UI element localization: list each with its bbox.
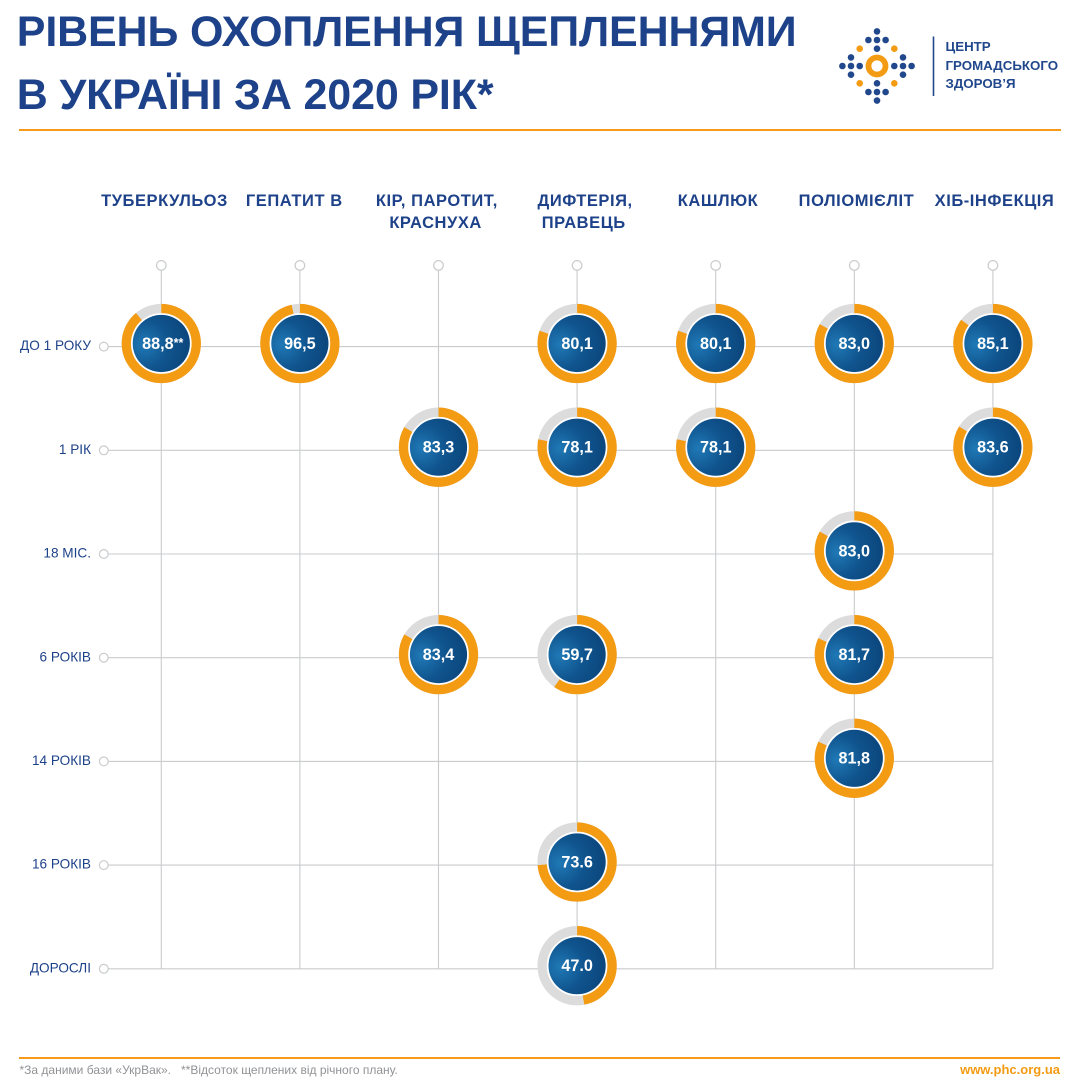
svg-text:ДИФТЕРІЯ,: ДИФТЕРІЯ, (538, 192, 633, 210)
svg-text:КРАСНУХА: КРАСНУХА (389, 214, 482, 232)
svg-text:83,0: 83,0 (839, 335, 871, 353)
svg-text:ТУБЕРКУЛЬОЗ: ТУБЕРКУЛЬОЗ (101, 192, 228, 210)
svg-text:73.6: 73.6 (561, 853, 593, 871)
svg-text:81,7: 81,7 (839, 646, 871, 664)
svg-text:ДОРОСЛІ: ДОРОСЛІ (30, 960, 91, 975)
svg-text:59,7: 59,7 (561, 646, 593, 664)
svg-text:83,3: 83,3 (423, 439, 455, 457)
svg-text:ГЕПАТИТ В: ГЕПАТИТ В (246, 192, 343, 210)
svg-text:80,1: 80,1 (561, 335, 593, 353)
svg-text:80,1: 80,1 (700, 335, 732, 353)
svg-text:КІР, ПАРОТИТ,: КІР, ПАРОТИТ, (376, 192, 498, 210)
svg-text:16 РОКІВ: 16 РОКІВ (32, 857, 91, 872)
svg-text:85,1: 85,1 (977, 335, 1009, 353)
svg-text:78,1: 78,1 (700, 439, 732, 457)
svg-text:78,1: 78,1 (561, 439, 593, 457)
svg-text:ДО 1 РОКУ: ДО 1 РОКУ (20, 338, 91, 353)
svg-text:81,8: 81,8 (839, 750, 871, 768)
svg-text:96,5: 96,5 (284, 335, 316, 353)
svg-text:1 РІК: 1 РІК (59, 442, 91, 457)
svg-text:6 РОКІВ: 6 РОКІВ (40, 649, 91, 664)
svg-text:ПРАВЕЦЬ: ПРАВЕЦЬ (542, 214, 626, 232)
svg-text:18 МІС.: 18 МІС. (43, 546, 91, 561)
svg-text:83,0: 83,0 (839, 542, 871, 560)
svg-text:83,4: 83,4 (423, 646, 455, 664)
svg-text:14 РОКІВ: 14 РОКІВ (32, 753, 91, 768)
svg-text:КАШЛЮК: КАШЛЮК (678, 192, 759, 210)
svg-text:ПОЛІОМІЄЛІТ: ПОЛІОМІЄЛІТ (799, 192, 915, 210)
svg-text:88,8**: 88,8** (142, 335, 183, 353)
svg-text:47.0: 47.0 (561, 957, 593, 975)
svg-text:83,6: 83,6 (977, 439, 1009, 457)
svg-text:ХІБ-ІНФЕКЦІЯ: ХІБ-ІНФЕКЦІЯ (935, 192, 1055, 210)
